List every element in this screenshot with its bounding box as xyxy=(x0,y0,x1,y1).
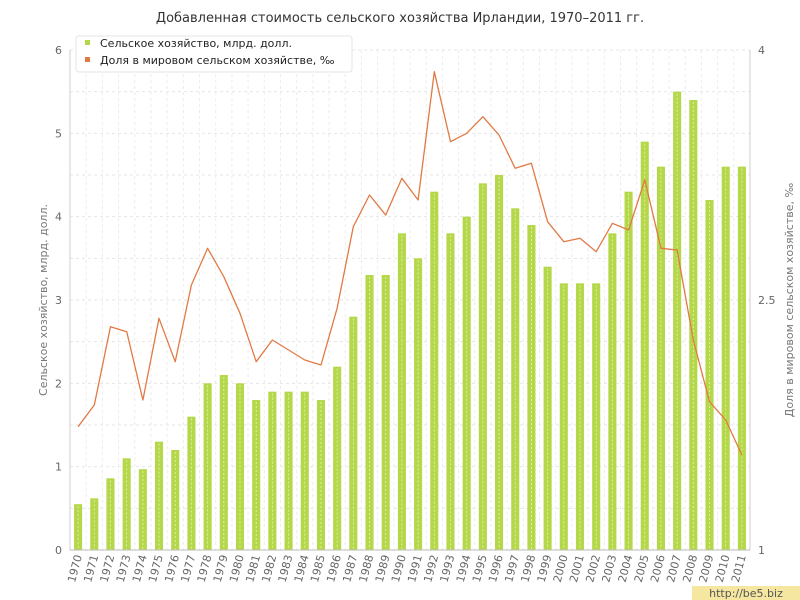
y-tick-label: 6 xyxy=(55,44,62,57)
legend-swatch-bars xyxy=(85,40,90,45)
bar-1999 xyxy=(543,266,552,550)
bar-2008 xyxy=(689,100,698,550)
bar-1988 xyxy=(365,275,374,550)
y2-tick-label: 2.5 xyxy=(758,294,776,307)
bar-rect xyxy=(122,458,131,550)
y2-axis-label: Доля в мировом сельском хозяйстве, ‰ xyxy=(783,183,796,418)
axes xyxy=(69,50,751,551)
bar-rect xyxy=(543,266,552,550)
bar-1972 xyxy=(106,478,115,550)
watermark-bg xyxy=(692,586,800,600)
bar-rect xyxy=(138,469,147,550)
right-axis-ticks: 12.54 xyxy=(758,44,776,557)
bar-1990 xyxy=(397,233,406,551)
line-series xyxy=(77,71,743,456)
bar-1982 xyxy=(268,391,277,550)
y-tick-label: 3 xyxy=(55,294,62,307)
bar-1984 xyxy=(300,391,309,550)
bar-1992 xyxy=(430,191,439,550)
grid xyxy=(70,49,750,550)
bar-1975 xyxy=(155,441,164,550)
legend-label-bars: Сельское хозяйство, млрд. долл. xyxy=(100,37,292,50)
y2-tick-label: 4 xyxy=(758,44,765,57)
bar-1979 xyxy=(219,375,228,550)
bar-1995 xyxy=(478,183,487,551)
left-axis-ticks: 0 1 2 3 4 5 6 xyxy=(55,44,62,557)
y-axis-label: Сельское хозяйство, млрд. долл. xyxy=(37,204,50,396)
bar-rect xyxy=(575,283,585,550)
bar-1976 xyxy=(171,450,180,550)
bar-2002 xyxy=(592,283,601,550)
bar-2010 xyxy=(721,166,730,550)
bar-1996 xyxy=(495,175,504,550)
bar-rect xyxy=(640,141,649,550)
bar-rect xyxy=(90,498,99,550)
bar-1994 xyxy=(462,216,471,550)
bar-rect xyxy=(592,283,601,550)
legend: Сельское хозяйство, млрд. долл. Доля в м… xyxy=(75,35,353,73)
bar-1993 xyxy=(446,233,455,551)
bar-2005 xyxy=(640,141,649,550)
y2-tick-label: 1 xyxy=(758,544,765,557)
bar-1973 xyxy=(122,458,131,550)
bar-1983 xyxy=(284,391,293,550)
bar-1981 xyxy=(252,400,261,550)
bar-2009 xyxy=(705,200,714,550)
bar-2007 xyxy=(673,91,682,551)
line-path xyxy=(77,71,743,456)
bar-rect xyxy=(689,100,698,550)
bar-1987 xyxy=(349,316,358,550)
bar-2011 xyxy=(737,166,746,550)
bar-2003 xyxy=(608,233,617,551)
bar-1974 xyxy=(138,469,147,550)
bar-1998 xyxy=(527,225,536,550)
bar-1980 xyxy=(235,383,245,550)
bar-2000 xyxy=(559,283,568,550)
bar-1971 xyxy=(90,498,99,550)
bar-1985 xyxy=(316,400,325,550)
bar-2001 xyxy=(575,283,585,550)
y-tick-label: 4 xyxy=(55,211,62,224)
chart-title: Добавленная стоимость сельского хозяйств… xyxy=(156,11,644,26)
bar-rect xyxy=(381,275,390,550)
bar-1978 xyxy=(203,383,212,550)
bar-rect xyxy=(673,91,682,551)
bar-rect xyxy=(349,316,358,550)
bar-1986 xyxy=(333,366,342,550)
legend-swatch-line xyxy=(85,57,90,62)
bar-rect xyxy=(365,275,374,550)
bar-1997 xyxy=(511,208,520,551)
y-tick-label: 5 xyxy=(55,127,62,140)
watermark: http://be5.biz xyxy=(709,587,783,600)
bar-2004 xyxy=(624,191,633,550)
legend-label-line: Доля в мировом сельском хозяйстве, ‰ xyxy=(100,54,335,67)
bar-1977 xyxy=(187,416,196,550)
y-tick-label: 0 xyxy=(55,544,62,557)
bar-1989 xyxy=(381,275,390,550)
bar-1991 xyxy=(414,258,423,550)
bar-2006 xyxy=(656,166,665,550)
bar-series xyxy=(74,91,746,551)
bar-1970 xyxy=(74,504,83,550)
bar-rect xyxy=(414,258,423,550)
y-tick-label: 2 xyxy=(55,377,62,390)
y-tick-label: 1 xyxy=(55,461,62,474)
legend-box xyxy=(75,35,353,73)
bar-rect xyxy=(559,283,568,550)
